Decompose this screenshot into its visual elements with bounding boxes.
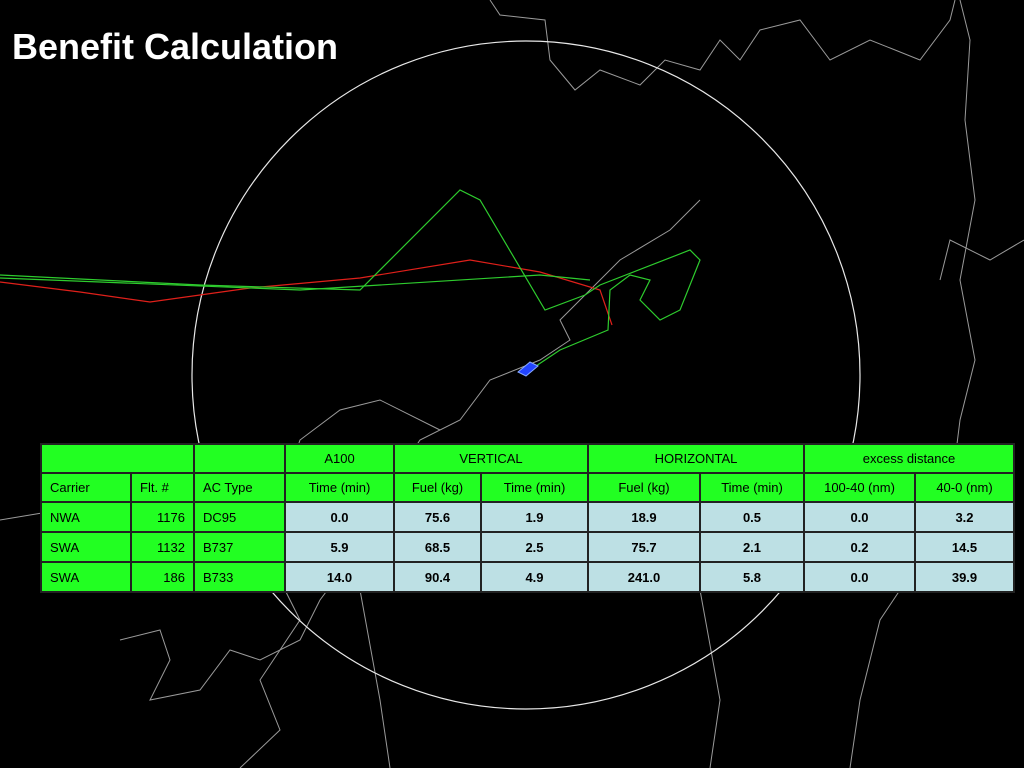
- table-cell: 2.1: [699, 531, 805, 563]
- data-row: SWA 1132 B737 5.9 68.5 2.5 75.7 2.1 0.2 14.5: [40, 531, 1015, 563]
- table-cell: DC95: [193, 501, 286, 533]
- table-cell: 75.7: [587, 531, 701, 563]
- empty-cell: [40, 443, 195, 474]
- table-cell: 100-40 (nm): [803, 472, 916, 503]
- table-cell: 1.9: [480, 501, 589, 533]
- table-cell: 40-0 (nm): [914, 472, 1015, 503]
- table-cell: 5.8: [699, 561, 805, 593]
- table-cell: NWA: [40, 501, 132, 533]
- table-cell: Fuel (kg): [587, 472, 701, 503]
- table-cell: SWA: [40, 561, 132, 593]
- table-cell: 90.4: [393, 561, 482, 593]
- table-cell: 3.2: [914, 501, 1015, 533]
- group-header: HORIZONTAL: [587, 443, 805, 474]
- table-cell: Time (min): [699, 472, 805, 503]
- empty-cell: [193, 443, 286, 474]
- table-cell: 1176: [130, 501, 195, 533]
- table-cell: Flt. #: [130, 472, 195, 503]
- table-cell: 39.9: [914, 561, 1015, 593]
- table-cell: 241.0: [587, 561, 701, 593]
- table-cell: 0.0: [803, 561, 916, 593]
- group-header: VERTICAL: [393, 443, 589, 474]
- table-cell: AC Type: [193, 472, 286, 503]
- table-cell: Carrier: [40, 472, 132, 503]
- table-cell: Time (min): [284, 472, 395, 503]
- table-cell: 0.0: [803, 501, 916, 533]
- data-row: NWA 1176 DC95 0.0 75.6 1.9 18.9 0.5 0.0 3.2: [40, 501, 1015, 533]
- group-header: A100: [284, 443, 395, 474]
- table-cell: 5.9: [284, 531, 395, 563]
- data-row: SWA 186 B733 14.0 90.4 4.9 241.0 5.8 0.0 39.9: [40, 561, 1015, 593]
- table-cell: SWA: [40, 531, 132, 563]
- group-header: excess distance: [803, 443, 1015, 474]
- benefit-table: A100 VERTICAL HORIZONTAL excess distance…: [40, 443, 1015, 593]
- title: Benefit Calculation: [12, 26, 339, 67]
- table-cell: 18.9: [587, 501, 701, 533]
- group-row: A100 VERTICAL HORIZONTAL excess distance: [40, 443, 1015, 474]
- table-cell: B733: [193, 561, 286, 593]
- table-cell: 14.5: [914, 531, 1015, 563]
- column-header-row: Carrier Flt. # AC Type Time (min) Fuel (kg) T…: [40, 472, 1015, 503]
- table-cell: 1132: [130, 531, 195, 563]
- table-cell: 68.5: [393, 531, 482, 563]
- table-cell: 0.5: [699, 501, 805, 533]
- table-cell: 14.0: [284, 561, 395, 593]
- table-cell: 0.2: [803, 531, 916, 563]
- table-cell: Fuel (kg): [393, 472, 482, 503]
- table-cell: Time (min): [480, 472, 589, 503]
- table-cell: B737: [193, 531, 286, 563]
- table-cell: 0.0: [284, 501, 395, 533]
- table-cell: 75.6: [393, 501, 482, 533]
- table-cell: 4.9: [480, 561, 589, 593]
- table-cell: 186: [130, 561, 195, 593]
- table-cell: 2.5: [480, 531, 589, 563]
